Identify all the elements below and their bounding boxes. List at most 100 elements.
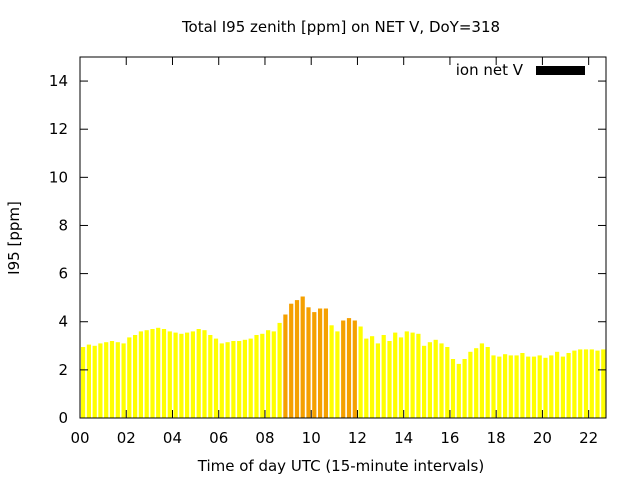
bar [318,308,323,418]
y-tick-label: 4 [58,313,68,331]
bar [543,357,548,418]
y-tick-label: 10 [49,168,68,186]
bar [589,349,594,418]
bar [462,359,467,418]
bar [323,308,328,418]
bar [190,331,195,418]
bar [560,356,565,418]
x-tick-label: 12 [348,429,367,447]
plot-border [79,56,607,419]
bar [427,342,432,418]
x-tick-label: 16 [440,429,459,447]
bar [583,349,589,418]
chart-title: Total I95 zenith [ppm] on NET V, DoY=318 [181,18,500,36]
bar [150,329,155,418]
x-tick-label: 06 [209,429,228,447]
bar [566,353,571,418]
y-tick-label: 0 [58,409,68,427]
y-tick-label: 12 [49,120,68,138]
bar [300,296,305,418]
bars-group [81,296,606,419]
legend: ion net V [456,61,585,79]
bar [393,332,398,418]
bar [127,337,132,418]
bar [578,349,583,418]
bar [601,349,606,418]
bar [185,332,190,418]
bar [271,331,276,418]
bar [138,331,143,418]
bar [555,351,560,418]
bar [213,338,219,418]
bar [121,343,126,418]
bar [398,337,404,418]
bar [439,343,444,418]
bar [503,354,508,418]
bar [422,345,427,418]
x-tick-label: 00 [70,429,89,447]
bar [445,347,450,418]
bar [225,342,230,418]
bar [173,332,178,418]
x-tick-label: 22 [579,429,598,447]
bar [549,355,554,418]
bar [98,343,103,418]
bar [237,341,242,418]
bar [329,325,334,418]
bar [410,332,415,418]
bar [196,329,201,418]
bar [531,356,537,418]
bar [346,318,352,418]
bar [572,350,577,418]
x-tick-label: 18 [487,429,506,447]
bar [375,343,380,418]
x-tick-label: 14 [394,429,413,447]
bar [92,345,97,418]
bar [526,356,531,418]
bar [341,320,346,418]
bar [115,342,120,418]
bar [289,303,294,418]
bar [468,351,473,418]
y-tick-label: 8 [58,216,68,234]
bar [479,343,484,418]
bar [537,355,542,418]
legend-label: ion net V [456,61,524,79]
bar [312,312,317,418]
bar [242,339,247,418]
bar [202,330,207,418]
bar [474,348,479,418]
bar [416,333,421,418]
bar [335,331,340,418]
bar [86,344,91,418]
bar [358,326,363,418]
bar [277,322,282,418]
x-axis-label: Time of day UTC (15-minute intervals) [197,457,484,475]
bar [491,355,496,418]
legend-swatch [536,66,585,75]
bar [370,336,375,418]
bar [266,330,271,418]
y-tick-label: 6 [58,265,68,283]
bar [404,331,409,418]
x-tick-label: 10 [302,429,321,447]
bar [352,320,357,418]
bar [595,350,600,418]
bar [520,353,525,418]
y-tick-label: 2 [58,361,68,379]
bar [381,335,386,418]
bar [260,333,265,418]
bar [231,341,236,418]
bar [167,331,172,418]
x-tick-label: 04 [163,429,182,447]
bar [109,341,115,418]
bar [254,335,259,418]
bar [248,338,253,418]
bar [81,347,86,418]
bar [156,327,161,419]
bar [294,300,300,418]
y-tick-label: 14 [49,72,68,90]
bar [450,359,456,418]
bar [497,356,502,418]
